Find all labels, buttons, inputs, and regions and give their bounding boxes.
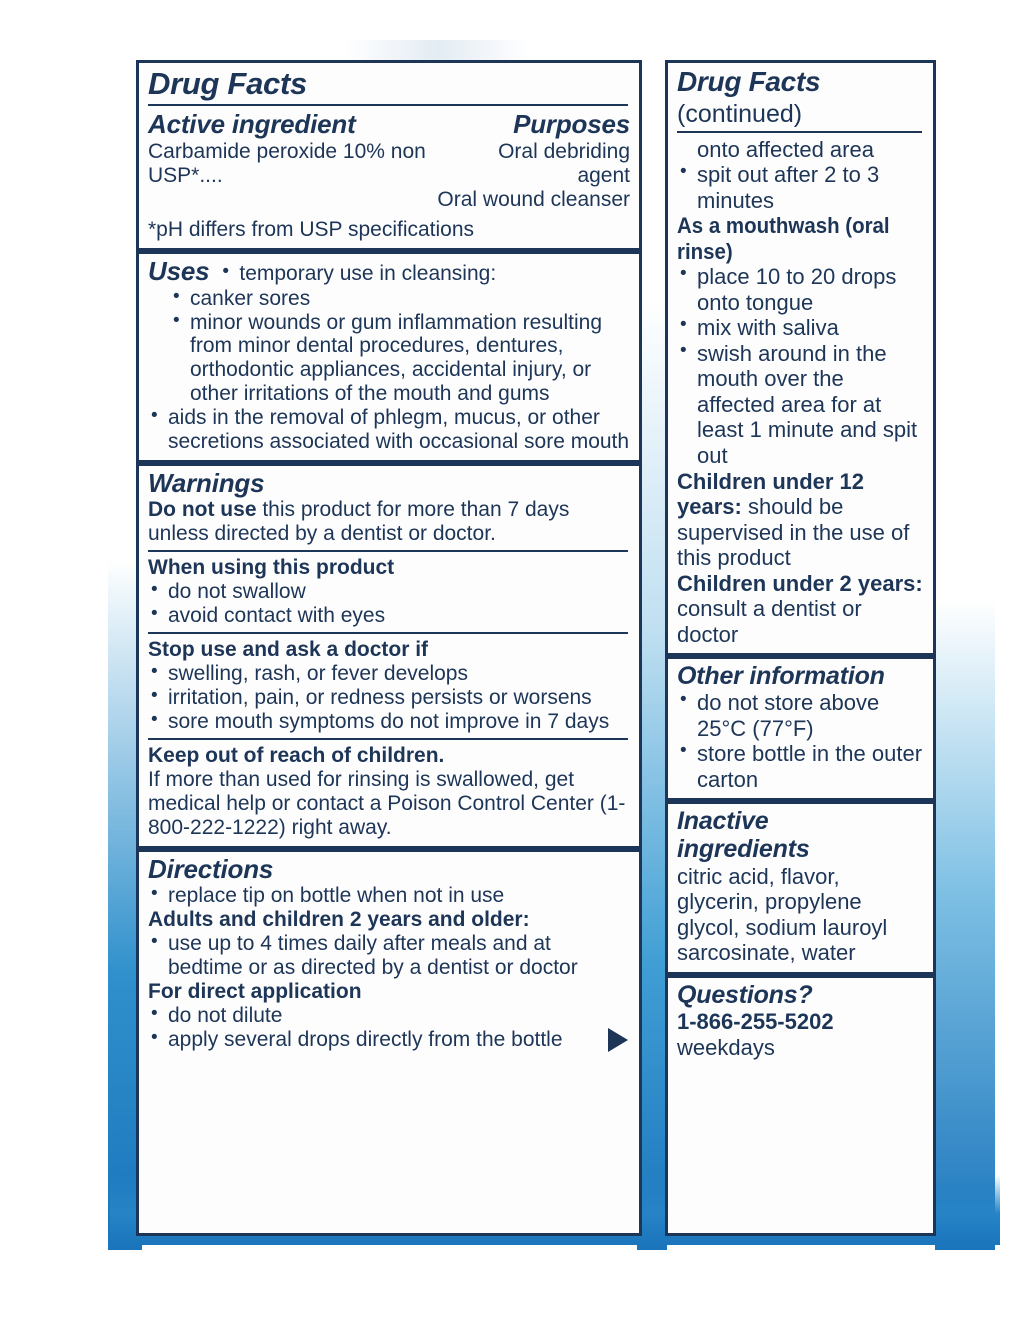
section-uses: Uses temporary use in cleansing: canker … bbox=[139, 254, 639, 467]
keep-out-heading: Keep out of reach of children. bbox=[148, 743, 445, 767]
drug-facts-panel-left: Drug Facts Active ingredient Purposes Ca… bbox=[136, 60, 642, 1236]
directions-list-3: do not dilute apply several drops direct… bbox=[148, 1003, 630, 1052]
spit-out-list: spit out after 2 to 3 minutes bbox=[677, 161, 924, 213]
warnings-heading: Warnings bbox=[148, 468, 265, 499]
list-item: use up to 4 times daily after meals and … bbox=[148, 931, 630, 980]
stop-use-heading: Stop use and ask a doctor if bbox=[148, 638, 429, 662]
list-item-label: apply several drops directly from the bo… bbox=[168, 1027, 563, 1051]
drug-facts-panel-right: Drug Facts (continued) onto affected are… bbox=[665, 60, 936, 1236]
do-not-use-text: this product for more than 7 days unless… bbox=[148, 498, 570, 546]
list-item: canker sores bbox=[148, 286, 630, 311]
direct-application-heading: For direct application bbox=[148, 979, 362, 1003]
list-item: minor wounds or gum inflammation resulti… bbox=[148, 310, 630, 407]
section-warnings: Warnings Do not use this product for mor… bbox=[139, 466, 639, 852]
children-under-12-text: should be supervised in the use of this … bbox=[677, 494, 910, 571]
children-under-2: Children under 2 years: consult a dentis… bbox=[677, 571, 924, 648]
directions-list-2: use up to 4 times daily after meals and … bbox=[148, 931, 630, 980]
keep-out-text: If more than used for rinsing is swallow… bbox=[148, 767, 626, 839]
continued-rule bbox=[677, 130, 922, 133]
active-ingredient-heading: Active ingredient bbox=[148, 108, 356, 139]
list-item: sore mouth symptoms do not improve in 7 … bbox=[148, 709, 630, 734]
inactive-ingredients-heading-line-2: ingredients bbox=[677, 834, 810, 863]
purposes-heading: Purposes bbox=[513, 108, 630, 139]
uses-heading: Uses bbox=[148, 256, 210, 287]
title-rule bbox=[148, 103, 628, 106]
active-ingredient-name: Carbamide peroxide 10% non USP*.... bbox=[148, 139, 426, 188]
mouthwash-heading: As a mouthwash (oral rinse) bbox=[677, 213, 890, 264]
list-item: apply several drops directly from the bo… bbox=[148, 1027, 630, 1052]
list-item: store bottle in the outer carton bbox=[677, 740, 924, 792]
children-under-2-label: Children under 2 years: bbox=[677, 570, 923, 596]
children-under-12: Children under 12 years: should be super… bbox=[677, 469, 924, 571]
list-item: place 10 to 20 drops onto tongue bbox=[677, 263, 924, 315]
carton-edge-middle bbox=[637, 300, 667, 1250]
ph-footnote: *pH differs from USP specifications bbox=[148, 218, 475, 242]
list-item: do not store above 25°C (77°F) bbox=[677, 689, 924, 741]
children-under-2-text: consult a dentist or doctor bbox=[677, 596, 862, 647]
drug-facts-title-continued: Drug Facts bbox=[677, 66, 821, 97]
warnings-rule-3 bbox=[148, 737, 628, 740]
uses-sub-list: canker sores minor wounds or gum inflamm… bbox=[148, 286, 630, 407]
children-under-12-label: Children under 12 years: bbox=[677, 468, 865, 520]
list-item: aids in the removal of phlegm, mucus, or… bbox=[148, 405, 630, 454]
questions-phone[interactable]: 1-866-255-5202 bbox=[677, 1009, 834, 1035]
section-directions: Directions replace tip on bottle when no… bbox=[139, 852, 639, 1058]
inactive-ingredients-heading-line-1: Inactive bbox=[677, 807, 769, 836]
directions-list-1: replace tip on bottle when not in use bbox=[148, 883, 630, 908]
uses-last-list: aids in the removal of phlegm, mucus, or… bbox=[148, 405, 630, 454]
adults-heading: Adults and children 2 years and older: bbox=[148, 907, 530, 931]
warnings-rule-1 bbox=[148, 550, 628, 553]
inactive-ingredients-text: citric acid, flavor, glycerin, propylene… bbox=[677, 863, 888, 966]
section-inactive-ingredients: Inactive ingredients citric acid, flavor… bbox=[668, 804, 933, 978]
section-directions-continued: Drug Facts (continued) onto affected are… bbox=[668, 63, 933, 660]
carton-edge-right bbox=[935, 600, 995, 1250]
section-other-information: Other information do not store above 25°… bbox=[668, 659, 933, 805]
section-active-ingredient: Drug Facts Active ingredient Purposes Ca… bbox=[139, 63, 639, 255]
continued-note: (continued) bbox=[677, 99, 803, 128]
list-item: do not dilute bbox=[148, 1003, 630, 1028]
list-item: replace tip on bottle when not in use bbox=[148, 883, 630, 908]
list-item: mix with saliva bbox=[677, 314, 924, 341]
when-using-list: do not swallow avoid contact with eyes bbox=[148, 579, 630, 628]
warnings-rule-2 bbox=[148, 632, 628, 635]
purpose-1: Oral debriding agent bbox=[498, 139, 630, 188]
directions-heading: Directions bbox=[148, 853, 274, 884]
continue-arrow-icon bbox=[608, 1027, 628, 1052]
when-using-heading: When using this product bbox=[148, 556, 395, 580]
list-item: swelling, rash, or fever develops bbox=[148, 661, 630, 686]
list-item: avoid contact with eyes bbox=[148, 603, 630, 628]
list-item: spit out after 2 to 3 minutes bbox=[677, 161, 924, 213]
list-item: irritation, pain, or redness persists or… bbox=[148, 685, 630, 710]
mouthwash-list: place 10 to 20 drops onto tongue mix wit… bbox=[677, 263, 924, 469]
list-item: do not swallow bbox=[148, 579, 630, 604]
drug-facts-title: Drug Facts bbox=[148, 66, 307, 101]
stop-use-list: swelling, rash, or fever develops irrita… bbox=[148, 661, 630, 734]
uses-first-item: temporary use in cleansing: bbox=[219, 261, 496, 286]
questions-heading: Questions? bbox=[677, 980, 813, 1009]
questions-hours: weekdays bbox=[677, 1034, 775, 1060]
section-questions: Questions? 1-866-255-5202 weekdays bbox=[668, 978, 933, 1066]
other-information-heading: Other information bbox=[677, 662, 885, 691]
do-not-use-label: Do not use bbox=[148, 498, 257, 522]
carryover-line: onto affected area bbox=[697, 136, 874, 162]
other-information-list: do not store above 25°C (77°F) store bot… bbox=[677, 689, 924, 792]
purpose-2: Oral wound cleanser bbox=[437, 188, 630, 212]
list-item: swish around in the mouth over the affec… bbox=[677, 340, 924, 469]
